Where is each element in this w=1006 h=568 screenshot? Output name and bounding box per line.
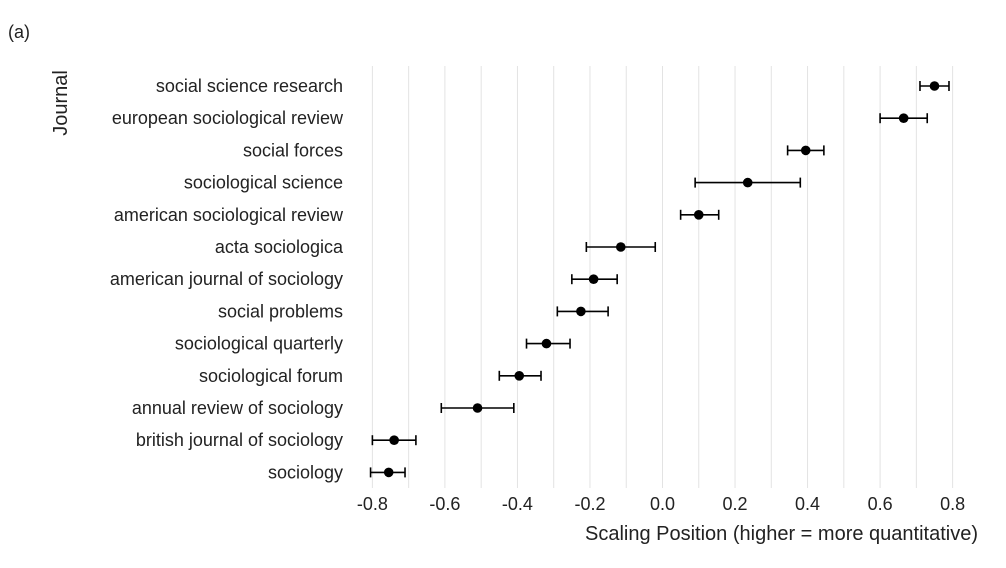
data-point — [383, 467, 394, 478]
data-point — [472, 403, 483, 413]
x-tick-label: -0.4 — [502, 494, 533, 514]
data-point-group — [679, 209, 720, 220]
y-tick-label: social forces — [243, 140, 343, 160]
data-point-group — [498, 370, 542, 381]
data-point-group — [585, 242, 657, 252]
y-tick-label: american sociological review — [114, 205, 344, 225]
data-point — [588, 274, 599, 285]
data-point — [389, 435, 399, 446]
data-point — [693, 210, 704, 220]
y-axis: social science research european sociolog… — [110, 76, 344, 482]
data-marks — [369, 81, 950, 478]
data-point-group — [879, 113, 929, 124]
data-point-group — [556, 306, 609, 317]
x-tick-label: 0.8 — [940, 494, 965, 514]
data-point — [615, 242, 626, 252]
y-tick-label: acta sociologica — [215, 237, 344, 257]
grid-lines — [371, 66, 954, 488]
data-point — [742, 177, 753, 188]
y-tick-label: annual review of sociology — [132, 398, 343, 418]
data-point-group — [694, 177, 802, 188]
panel-label: (a) — [8, 22, 30, 42]
data-point-group — [919, 81, 950, 91]
data-point — [898, 113, 909, 123]
y-tick-label: social problems — [218, 301, 343, 321]
y-tick-label: social science research — [156, 76, 343, 96]
y-tick-label: sociological forum — [199, 366, 343, 386]
x-tick-label: -0.2 — [574, 494, 605, 514]
x-tick-label: -0.6 — [429, 494, 460, 514]
data-point-group — [571, 274, 618, 285]
x-tick-label: 0.2 — [723, 494, 748, 514]
y-tick-label: sociological science — [184, 173, 343, 193]
y-tick-label: british journal of sociology — [136, 430, 343, 450]
data-point-group — [371, 435, 417, 446]
data-point — [800, 145, 811, 156]
y-axis-title: Journal — [50, 70, 72, 136]
data-point — [929, 81, 940, 91]
x-tick-label: -0.8 — [357, 494, 388, 514]
y-tick-label: sociological quarterly — [175, 334, 343, 354]
y-tick-label: american journal of sociology — [110, 269, 343, 289]
x-axis-title: Scaling Position (higher = more quantita… — [585, 523, 978, 545]
data-point-group — [440, 403, 515, 413]
data-point — [541, 338, 552, 349]
x-axis: -0.8 -0.6 -0.4 -0.2 0.0 0.2 0.4 0.6 0.8 — [357, 494, 965, 514]
x-tick-label: 0.4 — [795, 494, 820, 514]
y-tick-label: european sociological review — [112, 108, 344, 128]
x-tick-label: 0.6 — [868, 494, 893, 514]
data-point-group — [525, 338, 571, 349]
x-tick-label: 0.0 — [650, 494, 675, 514]
data-point — [576, 306, 586, 317]
data-point — [514, 371, 525, 381]
data-point-group — [369, 467, 406, 478]
data-point-group — [786, 145, 825, 156]
y-tick-label: sociology — [268, 462, 343, 482]
